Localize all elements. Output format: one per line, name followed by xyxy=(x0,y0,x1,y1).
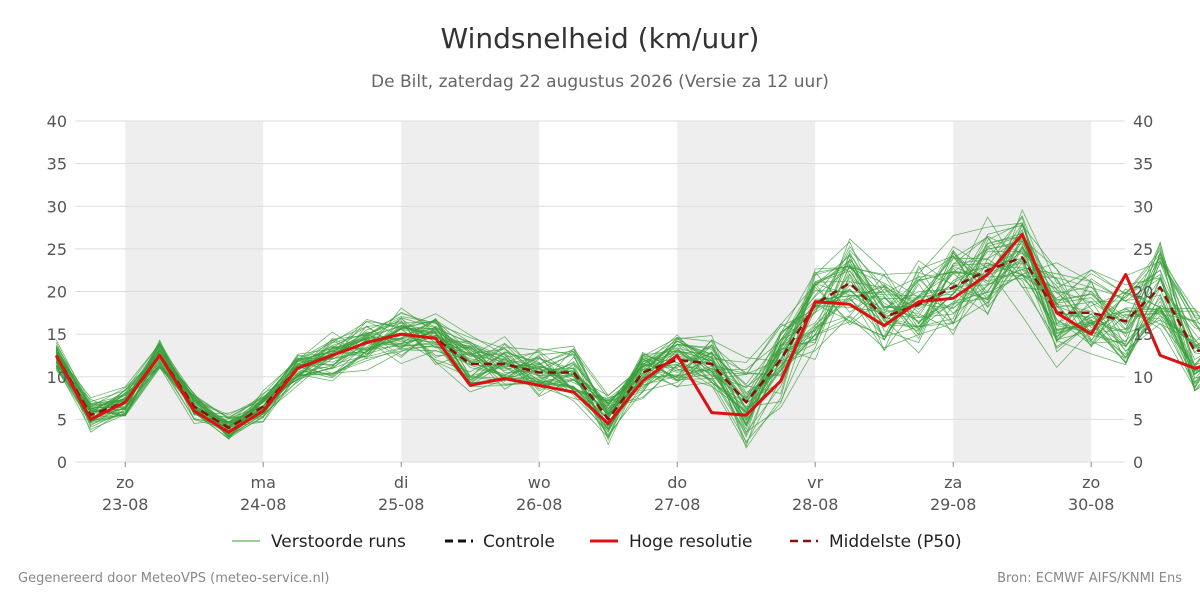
ensemble-member-18 xyxy=(55,252,1200,421)
x-tick-date-3: 26-08 xyxy=(516,495,563,514)
y-tick-left-30: 30 xyxy=(47,197,67,216)
ensemble-lines xyxy=(55,208,1200,449)
legend-hires-label: Hoge resolutie xyxy=(629,532,753,552)
ensemble-member-32 xyxy=(55,233,1200,428)
ensemble-member-45 xyxy=(55,258,1200,424)
ensemble-member-8 xyxy=(55,216,1200,426)
axis-labels: 0 0 5 5 10 10 15 15 20 20 25 25 30 30 35 35 40 40 zo 23-08 m… xyxy=(47,112,1154,514)
chart-subtitle: De Bilt, zaterdag 22 augustus 2026 (Vers… xyxy=(371,72,829,92)
y-tick-right-10: 10 xyxy=(1133,368,1153,387)
ensemble-member-35 xyxy=(55,251,1200,423)
ensemble-member-40 xyxy=(55,252,1200,427)
ensemble-member-43 xyxy=(55,222,1200,437)
ensemble-member-33 xyxy=(55,238,1200,446)
y-tick-right-35: 35 xyxy=(1133,155,1153,174)
x-tick-date-7: 30-08 xyxy=(1068,495,1115,514)
main-series xyxy=(54,232,1200,434)
x-tick-date-2: 25-08 xyxy=(378,495,425,514)
y-tick-right-15: 15 xyxy=(1133,325,1153,344)
x-tick-day-2: di xyxy=(394,473,409,492)
y-tick-left-10: 10 xyxy=(47,368,67,387)
ensemble-member-17 xyxy=(55,245,1200,431)
chart-title: Windsnelheid (km/uur) xyxy=(440,22,760,55)
legend-ensemble-label: Verstoorde runs xyxy=(271,532,406,552)
y-tick-right-5: 5 xyxy=(1133,410,1143,429)
x-tick-day-4: do xyxy=(667,473,687,492)
ensemble-member-48 xyxy=(55,240,1200,423)
y-tick-right-40: 40 xyxy=(1133,112,1153,131)
x-tick-date-0: 23-08 xyxy=(102,495,149,514)
x-tick-day-3: wo xyxy=(528,473,551,492)
ensemble-member-49 xyxy=(55,223,1200,441)
legend: Verstoorde runs Controle Hoge resolutie … xyxy=(232,532,962,552)
x-tick-date-6: 29-08 xyxy=(930,495,977,514)
legend-control-label: Controle xyxy=(483,532,555,552)
y-tick-left-0: 0 xyxy=(57,453,67,472)
x-tick-day-6: za xyxy=(944,473,962,492)
ensemble-member-27 xyxy=(55,232,1200,435)
x-tick-date-5: 28-08 xyxy=(792,495,839,514)
ensemble-member-25 xyxy=(55,237,1200,438)
y-tick-left-5: 5 xyxy=(57,410,67,429)
y-tick-right-0: 0 xyxy=(1133,453,1143,472)
y-tick-left-15: 15 xyxy=(47,325,67,344)
ensemble-member-5 xyxy=(55,224,1200,430)
y-tick-left-35: 35 xyxy=(47,155,67,174)
ensemble-member-46 xyxy=(55,264,1200,437)
legend-p50-label: Middelste (P50) xyxy=(829,532,962,552)
ensemble-member-41 xyxy=(55,231,1200,423)
ensemble-member-42 xyxy=(55,254,1200,443)
y-tick-right-30: 30 xyxy=(1133,197,1153,216)
ensemble-member-6 xyxy=(55,268,1200,437)
x-tick-day-0: zo xyxy=(116,473,134,492)
x-tick-date-1: 24-08 xyxy=(240,495,287,514)
ensemble-member-28 xyxy=(55,245,1200,435)
footer-source: Bron: ECMWF AIFS/KNMI Ens xyxy=(997,571,1182,586)
ensemble-member-31 xyxy=(55,246,1200,434)
x-tick-day-1: ma xyxy=(251,473,276,492)
ensemble-member-34 xyxy=(55,239,1200,439)
wind-speed-chart: 0 0 5 5 10 10 15 15 20 20 25 25 30 30 35 35 40 40 zo 23-08 m… xyxy=(47,112,1200,552)
x-tick-day-5: vr xyxy=(807,473,823,492)
footer-generator: Gegenereerd door MeteoVPS (meteo-service… xyxy=(18,571,330,586)
y-tick-left-25: 25 xyxy=(47,240,67,259)
ensemble-member-19 xyxy=(55,255,1200,440)
x-tick-date-4: 27-08 xyxy=(654,495,701,514)
series-hires-line xyxy=(54,232,1200,434)
y-tick-right-25: 25 xyxy=(1133,240,1153,259)
ensemble-member-47 xyxy=(55,245,1200,424)
x-tick-day-7: zo xyxy=(1082,473,1100,492)
y-tick-left-40: 40 xyxy=(47,112,67,131)
y-tick-left-20: 20 xyxy=(47,283,67,302)
y-tick-right-20: 20 xyxy=(1133,283,1153,302)
